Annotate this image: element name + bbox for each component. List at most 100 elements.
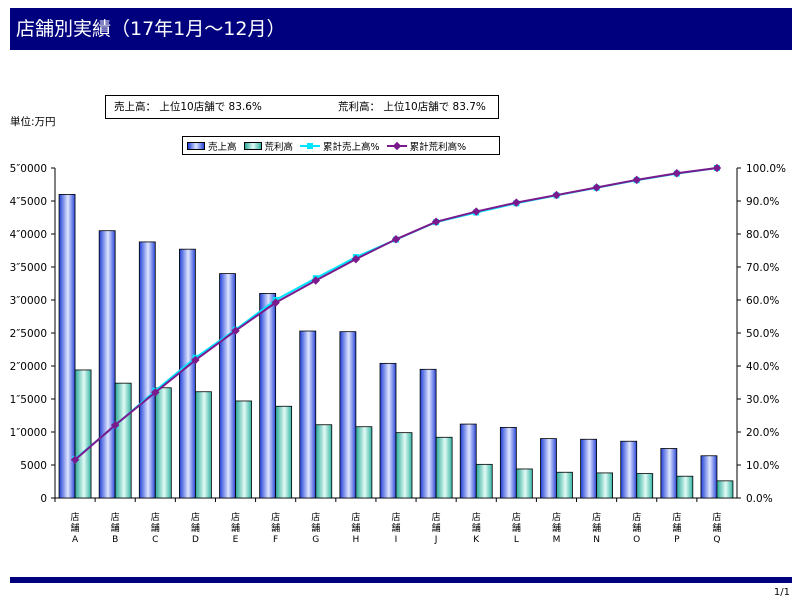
summary-sales: 売上高： 上位10店舗で 83.6%	[114, 101, 262, 113]
x-tick-label: 店舗 E	[231, 511, 240, 545]
legend-item-cum-sales: 累計売上高%	[300, 139, 380, 153]
sales-bar	[339, 331, 357, 499]
y-right-tick-label: 30.0%	[746, 394, 779, 406]
x-tick-label: 店舗 H	[351, 511, 360, 545]
x-tick-label: 店舗 G	[311, 511, 320, 545]
x-tick-label: 店舗 J	[432, 511, 441, 545]
y-right-tick-label: 80.0%	[746, 229, 779, 241]
profit-bar	[195, 391, 212, 499]
sales-bar	[580, 438, 597, 499]
cum-profit-point	[471, 207, 481, 216]
cum-profit-point	[151, 388, 160, 397]
legend-item-profit: 荒利高	[243, 139, 294, 153]
x-tick-label: 店舗 L	[512, 511, 521, 545]
sales-bar	[419, 368, 437, 499]
cum-profit-point	[110, 420, 120, 430]
y-right-tick-label: 100.0%	[746, 163, 786, 175]
sales-bar	[179, 248, 196, 499]
y-left-tick-label: 1″0000	[10, 427, 47, 439]
sales-bar	[660, 448, 678, 499]
cum-profit-point	[70, 455, 80, 464]
sales-bar	[219, 273, 236, 499]
profit-bar	[395, 432, 413, 499]
y-right-tick-label: 10.0%	[746, 460, 779, 472]
x-tick-label: 店舗 B	[111, 511, 120, 545]
y-left-tick-label: 0	[40, 493, 47, 505]
legend-label-sales: 売上高	[208, 141, 237, 153]
profit-bar	[235, 400, 252, 499]
sales-bar	[379, 362, 397, 499]
legend-label-cum-profit: 累計荒利高%	[409, 141, 467, 153]
sales-bar	[299, 330, 317, 499]
profit-bar	[435, 436, 453, 499]
unit-label: 単位:万円	[10, 116, 56, 128]
sales-bar	[540, 438, 557, 499]
x-tick-label: 店舗 F	[271, 511, 280, 545]
y-right-tick-label: 40.0%	[746, 361, 779, 373]
y-right-tick-label: 50.0%	[746, 328, 779, 340]
legend-item-cum-profit: 累計荒利高%	[386, 139, 467, 153]
y-left-tick-label: 5000	[20, 460, 47, 472]
chart-legend: 売上高 荒利高 累計売上高% 累計荒利高%	[182, 136, 500, 155]
cum-profit-point	[191, 355, 200, 365]
sales-bar	[499, 426, 517, 499]
legend-swatch-cum-profit	[386, 142, 407, 150]
cum-profit-point	[351, 254, 361, 264]
y-left-tick-label: 2″0000	[10, 361, 47, 373]
cum-profit-point	[231, 326, 240, 335]
x-tick-label: 店舗 O	[632, 511, 641, 545]
legend-label-cum-sales: 累計売上高%	[323, 141, 380, 153]
profit-bar	[636, 473, 654, 499]
x-tick-label: 店舗 D	[191, 511, 200, 545]
legend-label-profit: 荒利高	[264, 141, 294, 153]
y-right-tick-label: 70.0%	[746, 262, 779, 274]
y-left-tick-label: 3″0000	[10, 295, 47, 307]
y-left-tick-label: 4″0000	[10, 229, 47, 241]
x-tick-label: 店舗 K	[472, 511, 481, 545]
y-right-tick-label: 20.0%	[746, 427, 779, 439]
legend-swatch-profit	[243, 141, 262, 150]
legend-item-sales: 売上高	[187, 139, 237, 153]
x-tick-label: 店舗 A	[71, 511, 80, 545]
x-tick-label: 店舗 N	[592, 511, 601, 545]
profit-bar	[315, 424, 333, 499]
sales-bar	[138, 241, 156, 499]
page-title: 店舗別実績（17年1月～12月）	[10, 8, 792, 50]
legend-swatch-sales	[187, 141, 205, 150]
profit-bar	[596, 472, 613, 499]
x-tick-label: 店舗 I	[391, 511, 400, 545]
sales-bar	[259, 292, 277, 499]
y-right-tick-label: 90.0%	[746, 196, 779, 208]
y-right-tick-label: 0.0%	[746, 493, 773, 505]
y-left-tick-label: 1″5000	[10, 394, 47, 406]
sales-bar	[58, 193, 76, 499]
sales-bar	[459, 423, 477, 499]
cum-profit-point	[431, 217, 441, 227]
cum-profit-point	[311, 276, 321, 285]
summary-profit: 荒利高： 上位10店舗で 83.7%	[338, 101, 486, 113]
profit-bar	[355, 426, 373, 499]
cum-profit-point	[271, 298, 280, 307]
sales-bar	[700, 455, 718, 499]
y-left-tick-label: 5″0000	[10, 163, 47, 175]
profit-bar	[676, 475, 694, 499]
profit-bar	[716, 480, 734, 499]
sales-bar	[620, 440, 638, 499]
profit-bar	[74, 369, 92, 499]
profit-bar	[154, 387, 172, 499]
footer-bar	[10, 577, 792, 583]
legend-swatch-cum-sales	[300, 142, 321, 150]
x-tick-label: 店舗 M	[552, 511, 561, 545]
profit-bar	[515, 468, 533, 499]
y-left-tick-label: 3″5000	[10, 262, 47, 274]
x-tick-label: 店舗 C	[151, 511, 160, 545]
y-left-tick-label: 2″5000	[10, 328, 47, 340]
cum-profit-point	[391, 235, 401, 244]
profit-bar	[275, 405, 293, 499]
x-tick-label: 店舗 Q	[712, 511, 721, 545]
profit-bar	[475, 463, 493, 499]
x-tick-label: 店舗 P	[672, 511, 681, 545]
profit-bar	[556, 471, 573, 499]
summary-box: 売上高： 上位10店舗で 83.6% 荒利高： 上位10店舗で 83.7%	[105, 95, 499, 119]
